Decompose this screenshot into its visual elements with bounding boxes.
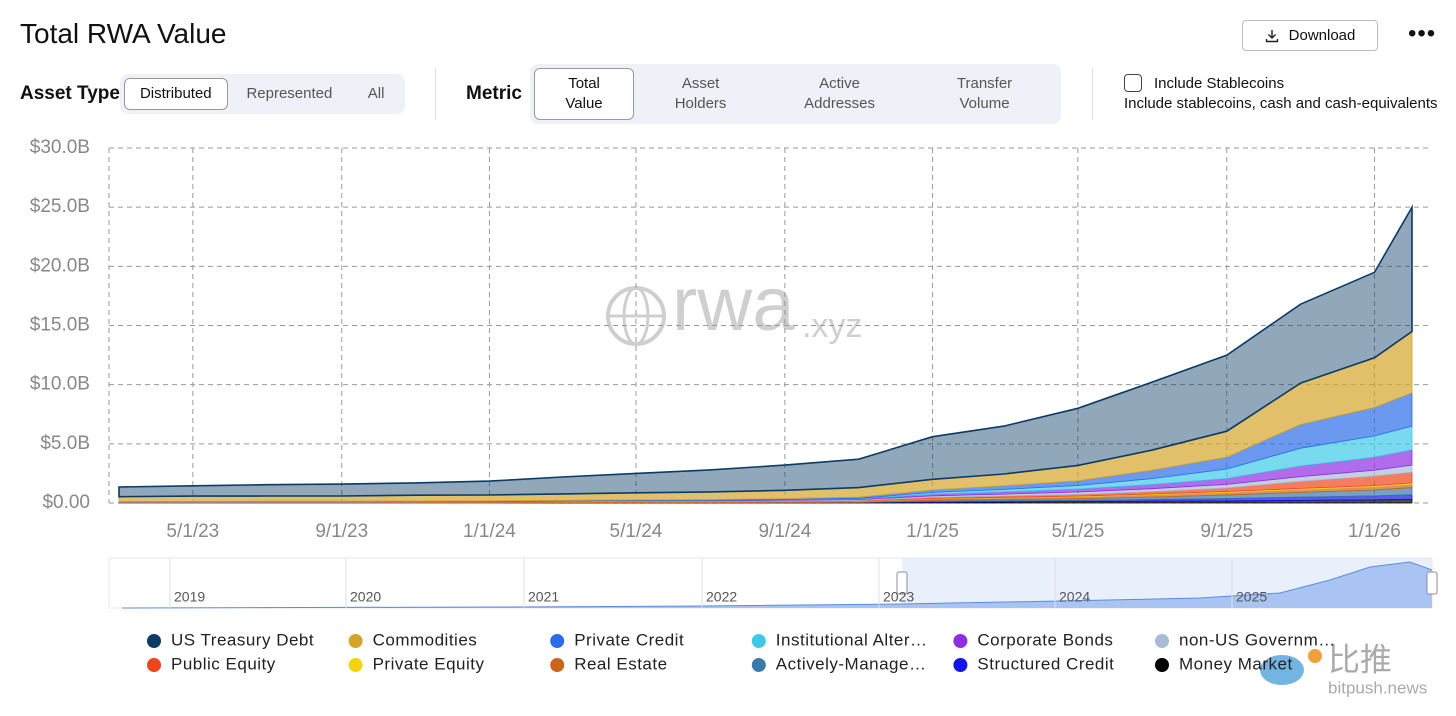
navigator-label: 2024 [1059,589,1090,605]
y-tick-label: $5.0B [40,433,90,454]
x-tick-label: 5/1/24 [610,521,663,542]
y-tick-label: $20.0B [30,255,90,276]
watermark: rwa .xyz [606,262,862,347]
source-site: bitpush.news [1328,678,1427,697]
download-label: Download [1288,27,1356,44]
legend-label: Private Equity [373,654,485,673]
y-tick-label: $25.0B [30,196,90,217]
legend-label: US Treasury Debt [171,630,314,649]
legend-swatch [348,634,363,648]
option[interactable]: Transfer Volume [956,75,1013,112]
x-tick-label: 5/1/23 [166,521,219,542]
option[interactable]: Total Value [534,68,635,120]
separator [1092,68,1093,120]
legend-swatch [1155,634,1169,648]
y-tick-label: $0.00 [42,492,90,513]
separator [435,68,436,120]
download-button[interactable]: Download [1242,20,1378,51]
asset-type-label: Asset Type [20,83,120,104]
legend-label: Corporate Bonds [977,630,1113,649]
legend-label: Public Equity [171,654,276,673]
option[interactable]: All [367,85,385,102]
metric-label: Metric [466,83,522,104]
legend-swatch [953,658,968,672]
navigator-label: 2025 [1236,589,1267,605]
legend-label: Commodities [373,630,478,649]
x-tick-label: 1/1/25 [906,521,959,542]
legend-swatch [1155,658,1169,672]
navigator: 2019 2020 2021 2022 2023 2024 2025 [108,557,1438,609]
asset-type-switch: Distributed Represented All [120,74,405,114]
legend-label: Institutional Alter… [776,630,928,649]
download-icon [1265,29,1278,42]
legend-swatch [751,634,766,648]
navigator-label: 2021 [528,589,559,605]
more-menu[interactable]: ••• [1408,20,1437,47]
source-mark: 比推 bitpush.news [1260,641,1427,697]
source-name: 比推 [1328,641,1392,677]
legend-label: Real Estate [574,654,667,673]
legend-swatch [147,658,161,672]
checkbox-label: Include Stablecoins [1154,75,1285,92]
option[interactable]: Asset Holders [674,75,727,112]
x-tick-label: 1/1/24 [463,521,516,542]
metric-switch: Total Value Asset Holders Active Address… [530,64,1061,124]
y-tick-label: $10.0B [30,374,90,395]
x-tick-label: 9/1/24 [758,521,811,542]
legend-swatch [147,634,161,648]
watermark-main: rwa [672,262,795,347]
x-tick-label: 9/1/25 [1200,521,1253,542]
option[interactable]: Represented [246,85,333,102]
option[interactable]: Distributed [124,78,228,110]
legend-label: Money Market [1179,654,1293,673]
legend-label: Private Credit [574,630,684,649]
navigator-label: 2019 [174,589,205,605]
legend-label: non-US Governm… [1179,630,1336,649]
legend-swatch [348,658,363,672]
legend-swatch [550,658,565,672]
legend-swatch [751,658,766,672]
area [118,204,1413,498]
legend-label: Structured Credit [977,654,1114,673]
x-tick-label: 9/1/23 [315,521,368,542]
page-title: Total RWA Value [20,18,227,49]
legend-swatch [550,634,565,648]
option[interactable]: Active Addresses [804,75,875,112]
navigator-label: 2020 [350,589,381,605]
navigator-label: 2023 [883,589,914,605]
y-tick-label: $30.0B [30,137,90,158]
legend-swatch [953,634,968,648]
x-tick-label: 5/1/25 [1051,521,1104,542]
stablecoin-checkbox[interactable] [1124,74,1142,92]
chart: rwa .xyz 2019 2020 2021 2022 2023 2024 2025 比推… [30,137,1438,697]
legend-label: Actively-Manage… [776,654,927,673]
navigator-label: 2022 [706,589,737,605]
x-tick-label: 1/1/26 [1348,521,1401,542]
y-tick-label: $15.0B [30,315,90,336]
checkbox-description: Include stablecoins, cash and cash-equiv… [1124,95,1438,112]
